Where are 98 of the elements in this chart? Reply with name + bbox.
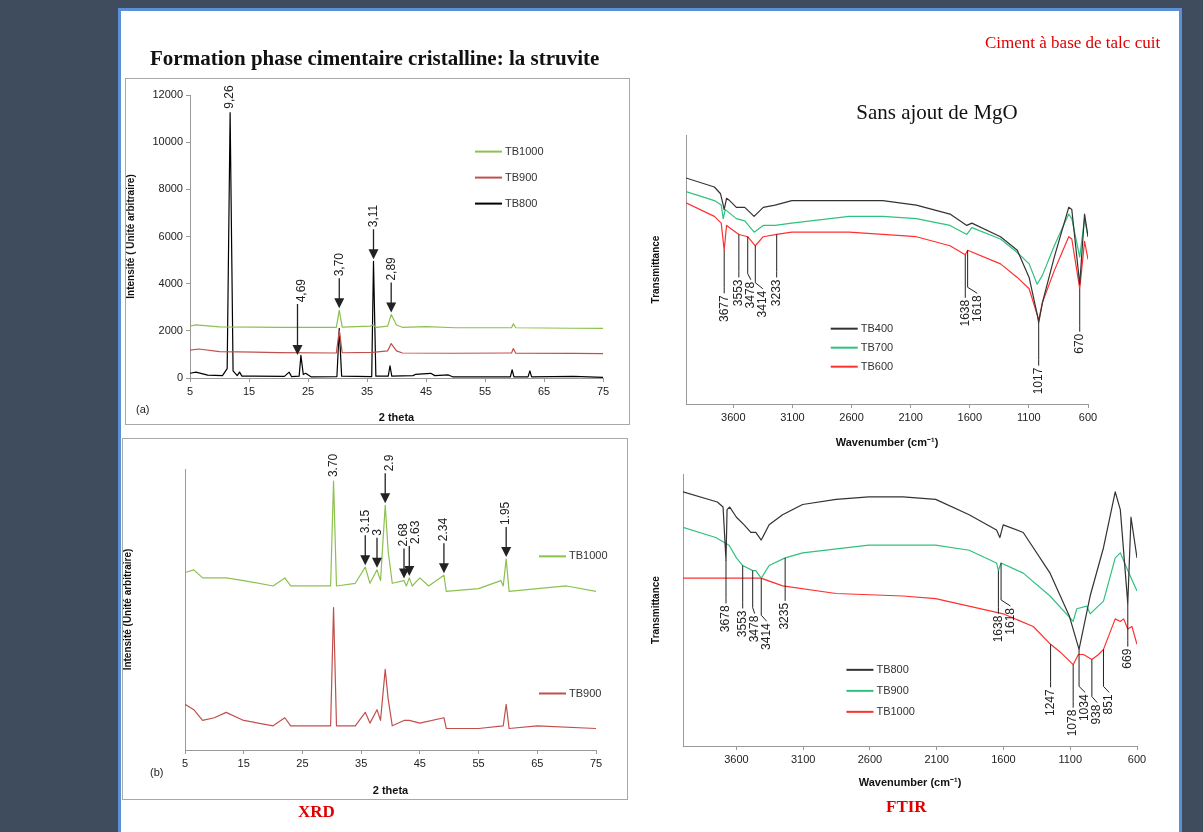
y-tick-label: 10000 — [152, 135, 183, 148]
annotation: 3677 — [716, 294, 731, 322]
annotation: 3,11 — [365, 204, 380, 228]
x-tick-label: 3600 — [724, 752, 749, 765]
annotation: 1638 — [957, 299, 972, 327]
x-axis-title: Wavenumber (cm⁻¹) — [858, 776, 962, 789]
annotation: 4,69 — [294, 279, 308, 303]
x-axis-title: Wavenumber (cm⁻¹) — [835, 436, 939, 449]
y-axis-title: Intensité (Unité arbitraire) — [121, 548, 133, 671]
legend-label: TB400 — [860, 321, 894, 334]
x-tick-label: 2100 — [898, 410, 923, 423]
annotation: 1.95 — [498, 501, 513, 526]
annotation: 3235 — [777, 602, 792, 630]
x-tick-label: 600 — [1078, 410, 1098, 423]
legend-label: TB1000 — [876, 704, 915, 717]
text: XRD — [298, 802, 335, 822]
y-tick-label: 0 — [176, 371, 183, 384]
text: Ciment à base de talc cuit — [985, 33, 1161, 53]
x-tick-label: 1100 — [1017, 410, 1041, 423]
x-tick-label: 2600 — [839, 410, 864, 423]
x-tick-label: 2600 — [857, 752, 883, 765]
annotation: 2.9 — [381, 454, 396, 472]
x-tick-label: 15 — [242, 384, 256, 397]
annotation: 3414 — [755, 290, 770, 318]
x-tick-label: 25 — [296, 756, 309, 769]
annotation: 1034 — [1077, 694, 1092, 722]
x-tick-label: 35 — [355, 756, 368, 769]
x-tick-label: 25 — [301, 384, 315, 397]
text: (a) — [136, 403, 150, 415]
x-tick-label: 3100 — [780, 410, 805, 423]
text: FTIR — [886, 797, 927, 817]
annotation: 3233 — [769, 279, 783, 307]
x-tick-label: 3600 — [721, 410, 746, 423]
chart-title: Sans ajout de MgO — [856, 100, 1018, 125]
x-tick-label: 5 — [181, 756, 189, 769]
legend-label: TB900 — [876, 683, 909, 696]
x-tick-label: 1100 — [1058, 752, 1083, 765]
annotation: 1638 — [990, 615, 1005, 643]
annotation: 1618 — [1002, 607, 1017, 635]
annotation: 3478 — [747, 615, 761, 643]
y-tick-label: 12000 — [152, 88, 183, 101]
annotation: 3478 — [743, 281, 758, 309]
legend-label: TB600 — [860, 359, 894, 372]
annotation: 1017 — [1031, 367, 1046, 395]
annotation: 3678 — [718, 605, 733, 633]
legend-label: TB800 — [876, 662, 909, 675]
x-tick-label: 3100 — [790, 752, 816, 765]
x-tick-label: 15 — [237, 756, 250, 769]
y-tick-label: 4000 — [158, 276, 183, 289]
x-tick-label: 65 — [531, 756, 544, 769]
y-axis-title: Transmittance — [649, 235, 661, 304]
annotation: 670 — [1072, 333, 1087, 354]
x-tick-label: 1600 — [991, 752, 1016, 765]
x-tick-label: 2100 — [924, 752, 949, 765]
x-tick-label: 35 — [360, 384, 374, 397]
annotation: 3414 — [759, 622, 773, 650]
y-tick-label: 6000 — [158, 229, 183, 242]
x-axis-title: 2 theta — [378, 411, 416, 424]
y-axis-title: Transmittance — [649, 575, 661, 644]
x-axis-title: 2 theta — [372, 784, 410, 797]
annotation: 3,70 — [331, 252, 346, 277]
legend-label: TB1000 — [504, 144, 544, 157]
chart-title: Formation phase cimentaire cristalline: la struvite — [150, 46, 600, 71]
annotation: 3.15 — [357, 509, 372, 534]
annotation: 2.34 — [436, 517, 451, 542]
annotation: 3.70 — [325, 453, 340, 478]
x-tick-label: 5 — [186, 384, 194, 397]
annotation: 3553 — [731, 279, 746, 307]
y-tick-label: 8000 — [158, 182, 183, 195]
annotation: 2.63 — [408, 520, 423, 544]
annotation: 1078 — [1065, 709, 1080, 737]
y-axis-title: Intensité ( Unité arbitraire) — [124, 174, 136, 299]
legend-label: TB800 — [504, 196, 538, 209]
annotation: 938 — [1089, 704, 1104, 725]
annotation: 2,89 — [383, 256, 398, 281]
x-tick-label: 600 — [1127, 752, 1147, 765]
legend-label: TB900 — [569, 686, 602, 699]
legend-label: TB900 — [504, 170, 538, 183]
annotation: 3 — [369, 528, 384, 536]
legend-label: TB1000 — [569, 549, 608, 562]
y-tick-label: 2000 — [158, 323, 183, 336]
annotation: 1618 — [969, 294, 984, 322]
annotation: 669 — [1120, 648, 1135, 669]
x-tick-label: 1600 — [957, 410, 983, 423]
x-tick-label: 65 — [537, 384, 551, 397]
annotation: 851 — [1101, 694, 1116, 715]
x-tick-label: 55 — [478, 384, 492, 397]
annotation: 2.68 — [396, 522, 411, 547]
annotation: 1247 — [1042, 689, 1057, 717]
x-tick-label: 75 — [589, 756, 603, 769]
x-tick-label: 55 — [472, 756, 485, 769]
annotation: 9,26 — [222, 85, 237, 109]
x-tick-label: 45 — [419, 384, 433, 397]
x-tick-label: 75 — [596, 384, 610, 397]
text: (b) — [150, 766, 164, 778]
annotation: 3553 — [735, 610, 749, 638]
x-tick-label: 45 — [413, 756, 426, 769]
legend-label: TB700 — [860, 340, 894, 353]
